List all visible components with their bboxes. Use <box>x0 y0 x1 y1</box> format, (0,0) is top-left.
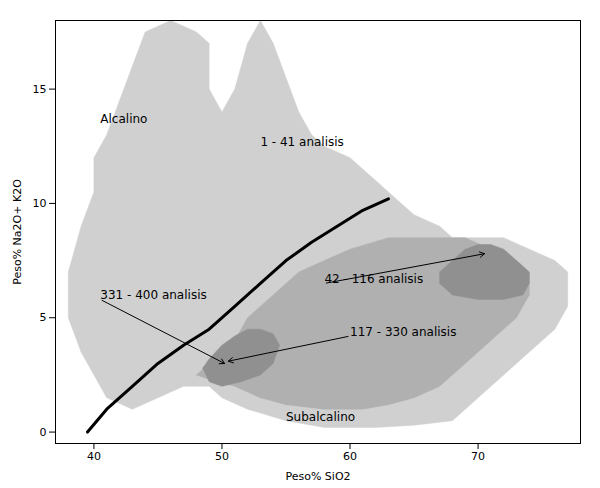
svg-text:331 - 400 analisis: 331 - 400 analisis <box>100 288 206 302</box>
svg-text:5: 5 <box>40 311 47 324</box>
svg-text:Subalcalino: Subalcalino <box>286 410 355 424</box>
svg-text:70: 70 <box>471 450 485 463</box>
svg-text:42 - 116 analisis: 42 - 116 analisis <box>324 272 423 286</box>
svg-text:40: 40 <box>87 450 101 463</box>
svg-text:60: 60 <box>343 450 357 463</box>
svg-text:Alcalino: Alcalino <box>100 112 147 126</box>
svg-text:10: 10 <box>33 197 47 210</box>
svg-text:Peso% Na2O+ K2O: Peso% Na2O+ K2O <box>11 179 24 285</box>
svg-text:0: 0 <box>40 426 47 439</box>
svg-text:117 - 330 analisis: 117 - 330 analisis <box>350 325 456 339</box>
svg-text:Peso% SiO2: Peso% SiO2 <box>285 470 350 483</box>
svg-text:1 - 41 analisis: 1 - 41 analisis <box>260 135 344 149</box>
svg-text:50: 50 <box>215 450 229 463</box>
svg-text:15: 15 <box>33 83 47 96</box>
